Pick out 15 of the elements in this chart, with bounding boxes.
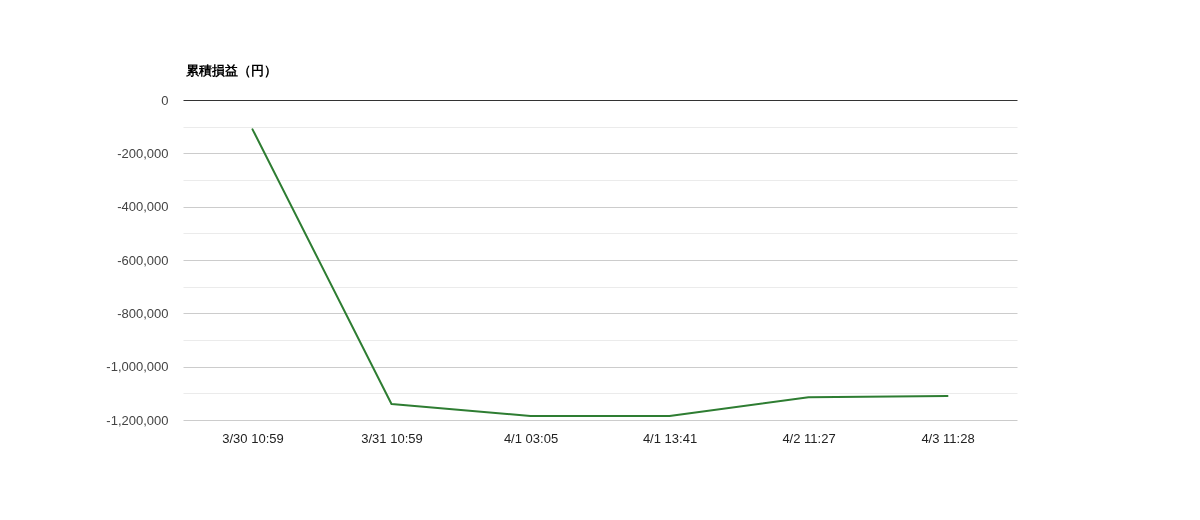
x-tick-label: 4/1 03:05 [503,430,559,446]
x-tick-label: 4/3 11:28 [921,430,975,446]
y-tick-label: 0 [161,92,169,108]
y-tick-label: -800,000 [117,305,169,321]
y-tick-label: -1,200,000 [106,412,169,428]
y-tick-label: -1,000,000 [106,359,169,375]
y-tick-label: -400,000 [117,199,169,215]
x-tick-label: 4/2 11:27 [782,430,836,446]
y-axis-title: 累積損益（円） [184,62,277,78]
x-tick-label: 3/31 10:59 [361,430,423,446]
x-tick-label: 4/1 13:41 [642,430,698,446]
y-tick-label: -200,000 [117,145,169,161]
y-tick-label: -600,000 [117,252,169,268]
x-tick-label: 3/30 10:59 [222,430,284,446]
line-series [251,128,949,417]
